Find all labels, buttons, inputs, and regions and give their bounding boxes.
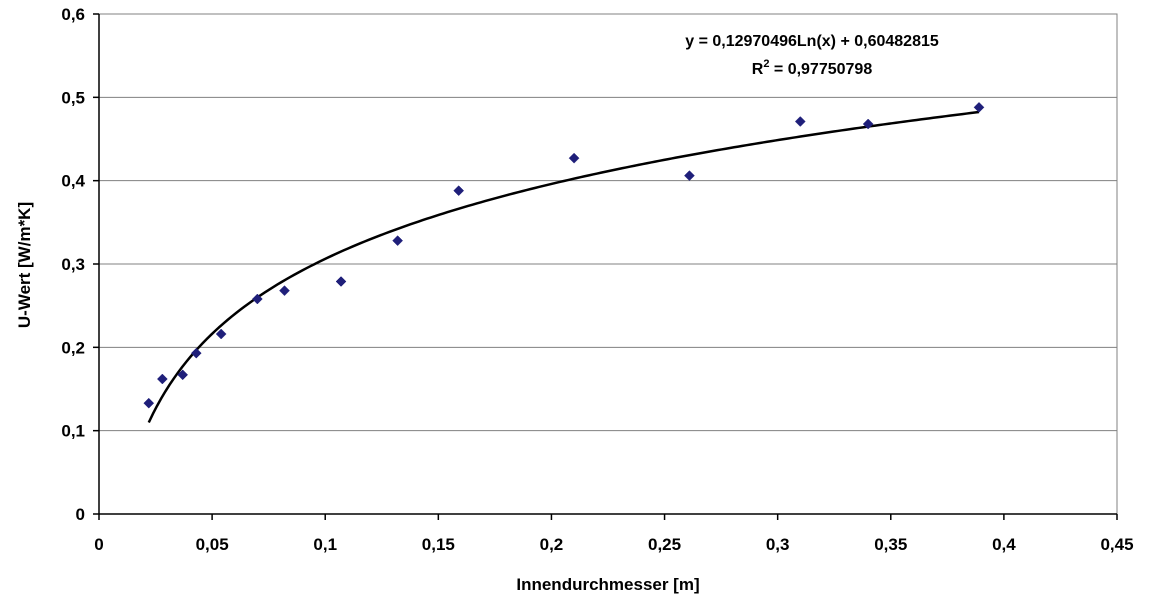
trendline-equation: y = 0,12970496Ln(x) + 0,60482815 [685,33,939,50]
x-tick-label-4: 0,2 [540,535,564,554]
data-point-10 [568,152,580,164]
x-tick-label-3: 0,15 [422,535,455,554]
x-tick-label-1: 0,05 [196,535,229,554]
r2-prefix: R [752,61,764,78]
r2-value: = 0,97750798 [769,61,872,78]
y-axis-title: U-Wert [W/m*K] [15,202,34,328]
data-point-9 [453,185,465,197]
data-point-6 [279,285,290,297]
data-points [143,101,985,409]
x-tick-label-0: 0 [94,535,103,554]
data-point-5 [252,293,263,305]
data-point-12 [794,116,806,127]
x-axis-title: Innendurchmesser [m] [516,575,699,594]
data-point-4 [215,328,227,340]
y-tick-label-0: 0 [76,505,85,524]
x-tick-label-5: 0,25 [648,535,681,554]
gridlines [99,13,1117,432]
trendline [147,110,980,424]
data-point-13 [862,118,874,130]
data-point-1 [156,373,168,385]
trendline-group [147,110,980,424]
data-point-0 [143,397,155,409]
y-tick-label-1: 0,1 [61,422,85,441]
x-tick-label-9: 0,45 [1100,535,1133,554]
y-tick-label-2: 0,2 [61,338,85,357]
data-point-8 [392,235,403,247]
axes [93,13,1118,520]
y-tick-label-5: 0,5 [61,88,85,107]
trendline-r2: R2 = 0,97750798 [752,58,873,78]
data-point-7 [335,276,347,287]
y-tick-label-4: 0,4 [61,172,85,191]
y-tick-label-3: 0,3 [61,255,85,274]
x-tick-label-2: 0,1 [313,535,337,554]
x-tick-label-6: 0,3 [766,535,790,554]
r2-superscript: 2 [763,58,769,70]
x-tick-label-7: 0,35 [874,535,907,554]
data-point-11 [684,170,695,182]
tick-labels: 0 0,1 0,2 0,3 0,4 0,5 0,6 0 0,05 0,1 0,15 0,2 0,25 0,… [61,5,1133,554]
data-point-3 [190,347,202,359]
y-tick-label-6: 0,6 [61,5,85,24]
data-point-2 [177,369,189,381]
data-point-14 [973,101,985,113]
x-tick-label-8: 0,4 [992,535,1016,554]
